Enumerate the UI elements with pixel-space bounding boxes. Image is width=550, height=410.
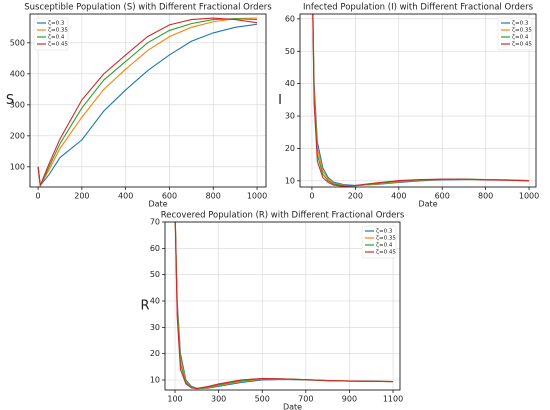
x-tick-label: 0 (36, 192, 41, 201)
x-tick-label: 600 (162, 192, 177, 201)
legend-label: ζ=0.35 (376, 236, 396, 242)
legend: ζ=0.3ζ=0.35ζ=0.4ζ=0.45 (497, 17, 533, 51)
x-tick-label: 400 (391, 192, 406, 201)
x-tick-label: 100 (167, 395, 182, 404)
series-line (37, 18, 258, 187)
y-tick-label: 500 (10, 38, 25, 47)
x-tick-label: 200 (348, 192, 363, 201)
legend-label: ζ=0.45 (512, 42, 532, 48)
series-line (37, 23, 258, 187)
x-tick-label: 900 (342, 395, 357, 404)
x-tick-label: 1000 (519, 192, 539, 201)
legend: ζ=0.3ζ=0.35ζ=0.4ζ=0.45 (361, 225, 397, 259)
x-tick-label: 0 (309, 192, 314, 201)
axes-frame (29, 13, 267, 188)
y-tick-label: 40 (150, 296, 160, 305)
y-tick-label: 30 (150, 323, 160, 332)
series-line (37, 17, 258, 186)
x-tick-label: 800 (478, 192, 493, 201)
x-tick-label: 800 (206, 192, 221, 201)
legend-label: ζ=0.35 (512, 28, 532, 34)
x-tick-label: 700 (298, 395, 313, 404)
series-line (312, 14, 530, 187)
legend-label: ζ=0.35 (48, 28, 68, 34)
series-line (174, 222, 394, 390)
legend: ζ=0.3ζ=0.35ζ=0.4ζ=0.45 (33, 17, 69, 51)
y-tick-label: 20 (285, 144, 295, 153)
y-axis-label: R (140, 299, 149, 314)
legend-label: ζ=0.4 (376, 243, 393, 249)
legend-label: ζ=0.3 (512, 21, 529, 27)
chart-title: Recovered Population (R) with Different … (161, 211, 405, 221)
legend-box (497, 17, 533, 51)
y-tick-label: 100 (10, 162, 25, 171)
legend-label: ζ=0.3 (376, 229, 393, 235)
y-tick-label: 400 (10, 69, 25, 78)
y-tick-label: 50 (285, 47, 295, 56)
legend-label: ζ=0.4 (48, 35, 65, 41)
x-axis-label: Date (148, 200, 167, 209)
y-tick-label: 10 (150, 375, 160, 384)
series-line (174, 222, 394, 389)
x-tick-label: 1000 (247, 192, 267, 201)
y-tick-label: 200 (10, 131, 25, 140)
legend-box (33, 17, 69, 51)
x-tick-label: 600 (435, 192, 450, 201)
legend-label: ζ=0.4 (512, 35, 529, 41)
legend-label: ζ=0.45 (48, 42, 68, 48)
y-tick-label: 300 (10, 100, 25, 109)
plot-lines (174, 222, 394, 390)
y-tick-label: 60 (285, 14, 295, 23)
series-line (37, 17, 258, 187)
legend-box (361, 225, 397, 259)
chart-title: Infected Population (I) with Different F… (303, 3, 534, 13)
chart-title: Susceptible Population (S) with Differen… (24, 3, 272, 13)
plot-lines (312, 14, 530, 187)
x-axis-label: Date (418, 200, 437, 209)
y-axis-label: I (278, 93, 282, 108)
axes-frame (299, 13, 537, 188)
plot-lines (37, 17, 258, 187)
axes-frame (164, 221, 401, 391)
x-tick-label: 300 (211, 395, 226, 404)
x-axis-label: Date (283, 403, 302, 410)
legend-label: ζ=0.45 (376, 250, 396, 256)
x-tick-label: 400 (118, 192, 133, 201)
y-tick-label: 30 (285, 112, 295, 121)
series-line (312, 14, 530, 187)
y-tick-label: 40 (285, 79, 295, 88)
y-tick-label: 10 (285, 176, 295, 185)
series-line (312, 14, 530, 187)
y-axis-label: S (6, 93, 14, 108)
x-tick-label: 200 (74, 192, 89, 201)
y-tick-label: 50 (150, 270, 160, 279)
y-tick-label: 60 (150, 244, 160, 253)
y-tick-label: 20 (150, 349, 160, 358)
y-tick-label: 70 (150, 218, 160, 227)
series-line (174, 222, 394, 389)
x-tick-label: 1100 (383, 395, 403, 404)
series-line (312, 14, 530, 186)
x-tick-label: 500 (255, 395, 270, 404)
series-line (174, 222, 394, 390)
legend-label: ζ=0.3 (48, 21, 65, 27)
